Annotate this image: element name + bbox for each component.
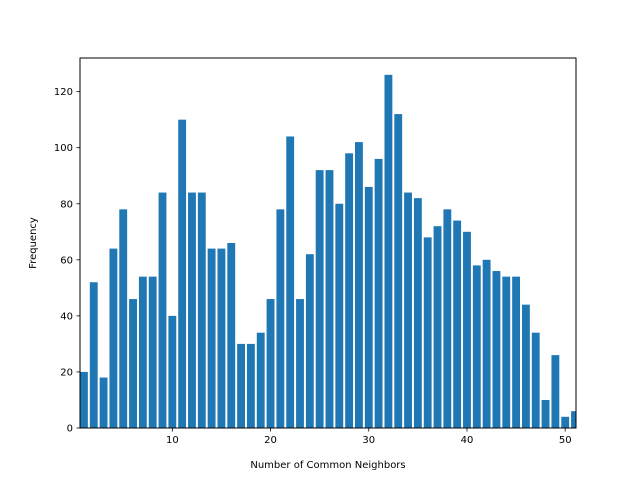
bar-16	[227, 243, 236, 428]
bar-43	[492, 271, 501, 428]
bar-31	[374, 158, 383, 428]
y-axis-label: Frequency	[28, 217, 39, 269]
bar-28	[345, 153, 354, 428]
bar-17	[237, 343, 246, 428]
bar-26	[325, 170, 334, 428]
bar-8	[148, 276, 157, 428]
bar-30	[364, 186, 373, 428]
bar-15	[217, 248, 226, 428]
bar-39	[453, 220, 462, 428]
x-tick-label: 20	[264, 435, 277, 446]
bar-20	[266, 299, 275, 428]
bar-25	[315, 170, 324, 428]
x-axis-label: Number of Common Neighbors	[250, 460, 405, 471]
bar-3	[99, 377, 108, 428]
bar-49	[551, 355, 560, 428]
bar-42	[482, 259, 491, 428]
y-tick-label: 0	[67, 424, 73, 435]
bar-24	[305, 254, 314, 428]
y-axis-ticks: 0 20 40 60 80 100 120	[54, 87, 80, 435]
bar-47	[531, 332, 540, 428]
bar-10	[168, 315, 177, 428]
y-tick-label: 40	[60, 311, 73, 322]
x-tick-label: 30	[362, 435, 375, 446]
bar-40	[463, 231, 471, 428]
bar-34	[404, 192, 412, 428]
bar-37	[433, 226, 442, 428]
bar-50	[561, 416, 570, 428]
bar-32	[384, 74, 393, 428]
bar-27	[335, 203, 344, 428]
bar-29	[355, 142, 363, 428]
bar-48	[541, 399, 550, 428]
bar-23	[296, 299, 304, 428]
bar-1	[80, 371, 88, 428]
bar-5	[119, 209, 128, 428]
bar-12	[188, 192, 196, 428]
bar-9	[158, 192, 167, 428]
bars-group	[80, 74, 576, 428]
bar-22	[286, 136, 295, 428]
bar-11	[178, 119, 187, 428]
bar-51	[571, 411, 576, 428]
bar-33	[394, 114, 403, 428]
bar-13	[197, 192, 206, 428]
bar-45	[512, 276, 521, 428]
bar-41	[472, 265, 481, 428]
bar-21	[276, 209, 285, 428]
bar-38	[443, 209, 452, 428]
bar-6	[129, 299, 137, 428]
x-tick-label: 50	[559, 435, 572, 446]
bar-18	[246, 343, 255, 428]
bar-35	[413, 198, 422, 428]
x-tick-label: 40	[461, 435, 474, 446]
x-axis-ticks: 10 20 30 40 50	[166, 428, 572, 446]
bar-2	[89, 282, 98, 428]
x-tick-label: 10	[166, 435, 179, 446]
bar-46	[521, 304, 530, 428]
bar-44	[502, 276, 511, 428]
y-tick-label: 60	[60, 255, 73, 266]
y-tick-label: 120	[54, 87, 73, 98]
bar-19	[256, 332, 265, 428]
plot-frame	[79, 57, 577, 429]
y-tick-label: 20	[60, 367, 73, 378]
y-tick-label: 100	[54, 143, 73, 154]
bar-7	[138, 276, 147, 428]
bar-4	[109, 248, 118, 428]
y-tick-label: 80	[60, 199, 73, 210]
bar-36	[423, 237, 432, 428]
bar-14	[207, 248, 216, 428]
